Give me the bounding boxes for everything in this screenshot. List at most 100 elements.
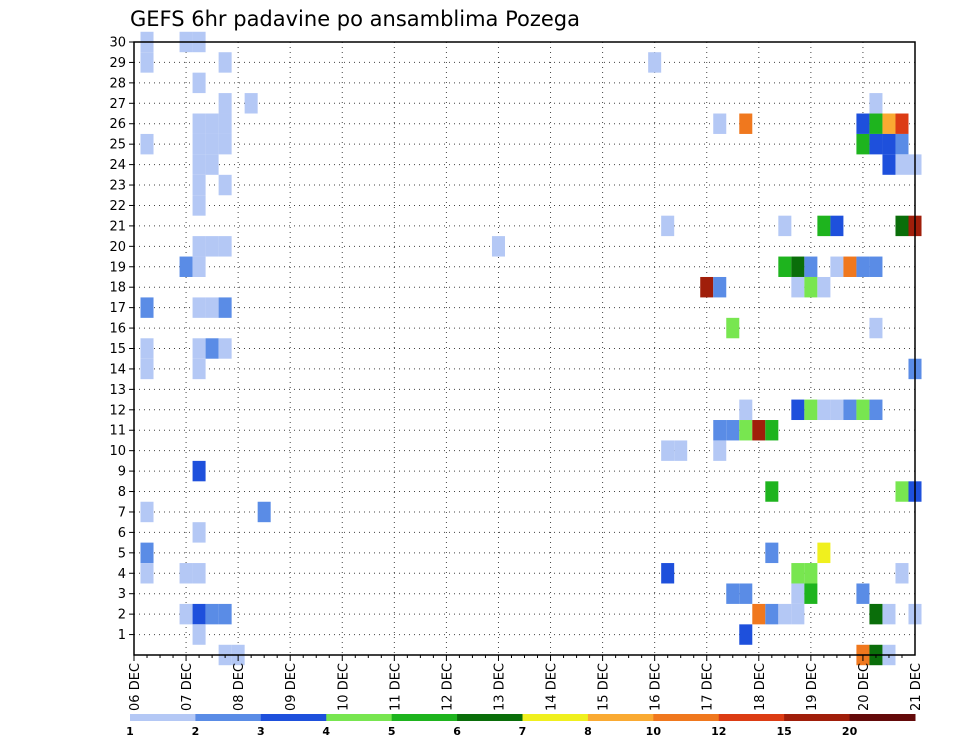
y-tick-label: 14 [109, 362, 126, 377]
heatmap-cell [140, 501, 154, 523]
heatmap-cell [661, 215, 675, 237]
heatmap-cell [856, 583, 870, 604]
y-tick-label: 28 [109, 76, 126, 91]
heatmap-cell [804, 276, 818, 298]
x-tick-label: 10 DEC [336, 663, 351, 711]
heatmap-cell [674, 440, 688, 461]
heatmap-cell [778, 215, 792, 237]
heatmap-cell [205, 338, 219, 359]
legend-swatch [587, 714, 654, 721]
heatmap-cell [218, 93, 232, 114]
heatmap-cell [791, 583, 805, 604]
heatmap-cell [192, 154, 206, 175]
legend-label: 10 [646, 725, 662, 738]
legend-swatch [653, 714, 720, 721]
heatmap-cell [179, 563, 193, 584]
heatmap-cell [218, 297, 232, 318]
heatmap-cell [205, 133, 219, 155]
heatmap-cell [218, 603, 232, 625]
heatmap-cell [192, 133, 206, 155]
y-tick-label: 3 [118, 587, 126, 602]
heatmap-cell [752, 420, 766, 441]
y-tick-label: 7 [118, 505, 126, 520]
heatmap-cell [817, 276, 831, 298]
heatmap-cell [739, 420, 753, 441]
heatmap-cell [791, 563, 805, 584]
x-tick-label: 18 DEC [753, 663, 768, 711]
y-tick-label: 9 [118, 465, 126, 480]
y-tick-label: 17 [109, 301, 126, 316]
y-tick-label: 30 [109, 36, 126, 51]
heatmap-cell [752, 603, 766, 625]
heatmap-cell [192, 174, 206, 196]
y-tick-label: 24 [109, 158, 126, 173]
legend-swatch [391, 714, 458, 721]
heatmap-cell [257, 501, 271, 523]
x-tick-label: 20 DEC [857, 663, 872, 711]
heatmap-cell [830, 256, 844, 277]
heatmap-cell [791, 276, 805, 298]
heatmap-cell [765, 420, 779, 441]
heatmap-cell [791, 399, 805, 421]
y-tick-label: 11 [109, 424, 126, 439]
heatmap-cell [869, 93, 883, 114]
grid [134, 42, 915, 655]
heatmap-cell [179, 256, 193, 277]
heatmap-cell [804, 256, 818, 277]
x-tick-label: 16 DEC [649, 663, 664, 711]
heatmap-cell [192, 563, 206, 584]
heatmap-cell [791, 603, 805, 625]
heatmap-cell [491, 236, 505, 257]
y-tick-label: 19 [109, 260, 126, 275]
heatmap-cell [140, 563, 154, 584]
x-tick-label: 06 DEC [128, 663, 143, 711]
heatmap-cell [726, 420, 740, 441]
heatmap-cell [192, 236, 206, 257]
heatmap-cell [140, 358, 154, 380]
y-tick-label: 18 [109, 281, 126, 296]
legend-swatch [195, 714, 262, 721]
heatmap-cell [726, 317, 740, 339]
heatmap-cell [726, 583, 740, 604]
heatmap-cell [218, 174, 232, 196]
heatmap-cell [739, 113, 753, 134]
legend-label: 1 [126, 725, 134, 738]
legend-swatch [457, 714, 523, 721]
heatmap-cell [140, 52, 154, 73]
heatmap-cell [882, 603, 896, 625]
y-tick-label: 25 [109, 138, 126, 153]
heatmap-cell [882, 113, 896, 134]
heatmap-cell [895, 215, 909, 237]
legend-label: 20 [842, 725, 858, 738]
heatmap-cell [882, 154, 896, 175]
heatmap-cell [192, 460, 206, 482]
heatmap-cell [140, 542, 154, 564]
heatmap-cell [856, 399, 870, 421]
heatmap-cell [895, 113, 909, 134]
y-tick-label: 8 [118, 485, 126, 500]
heatmap-cell [192, 195, 206, 216]
heatmap-cell [218, 338, 232, 359]
heatmap-cell [661, 440, 675, 461]
heatmap-cell [817, 399, 831, 421]
heatmap-cell [713, 113, 727, 134]
y-tick-label: 13 [109, 383, 126, 398]
heatmap-cell [869, 603, 883, 625]
heatmap-cell [739, 624, 753, 645]
heatmap-cell [804, 563, 818, 584]
heatmap-cell [192, 358, 206, 380]
heatmap-cell [843, 256, 857, 277]
x-tick-label: 09 DEC [284, 663, 299, 711]
heatmap-cell [192, 297, 206, 318]
chart-title: GEFS 6hr padavine po ansamblima Pozega [130, 7, 580, 31]
heatmap-cell [739, 399, 753, 421]
y-tick-label: 23 [109, 179, 126, 194]
legend-swatch [260, 714, 327, 721]
heatmap-cell [791, 256, 805, 277]
heatmap-cell [869, 113, 883, 134]
legend-swatch [784, 714, 851, 721]
legend-swatch [326, 714, 393, 721]
heatmap-cell [179, 603, 193, 625]
heatmap-cell [869, 133, 883, 155]
